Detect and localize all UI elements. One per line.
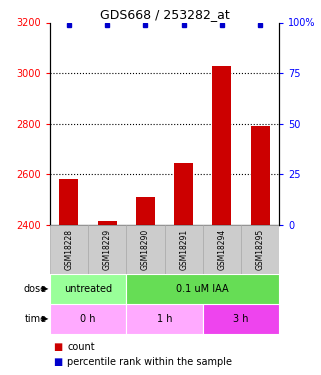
Text: GSM18228: GSM18228	[65, 229, 74, 270]
Bar	[203, 225, 241, 274]
Bar	[136, 197, 155, 225]
Text: count: count	[67, 342, 95, 352]
Text: percentile rank within the sample: percentile rank within the sample	[67, 357, 232, 367]
Text: GSM18295: GSM18295	[256, 229, 265, 270]
Bar	[126, 304, 203, 334]
Bar	[59, 180, 78, 225]
Text: dose: dose	[23, 284, 47, 294]
Bar	[126, 274, 279, 304]
Bar	[203, 304, 279, 334]
Text: ■: ■	[53, 342, 62, 352]
Text: GSM18294: GSM18294	[217, 229, 226, 270]
Text: GSM18291: GSM18291	[179, 229, 188, 270]
Bar	[50, 274, 126, 304]
Bar	[251, 126, 270, 225]
Bar	[98, 221, 117, 225]
Bar	[241, 225, 279, 274]
Bar	[174, 163, 193, 225]
Bar	[164, 225, 203, 274]
Text: ▶: ▶	[42, 314, 48, 323]
Text: GSM18229: GSM18229	[103, 229, 112, 270]
Text: 0 h: 0 h	[80, 314, 96, 324]
Text: untreated: untreated	[64, 284, 112, 294]
Text: 3 h: 3 h	[233, 314, 249, 324]
Text: time: time	[24, 314, 47, 324]
Title: GDS668 / 253282_at: GDS668 / 253282_at	[100, 8, 230, 21]
Bar	[50, 304, 126, 334]
Text: GSM18290: GSM18290	[141, 229, 150, 270]
Text: ▶: ▶	[42, 284, 48, 293]
Text: 1 h: 1 h	[157, 314, 172, 324]
Bar	[126, 225, 164, 274]
Text: 0.1 uM IAA: 0.1 uM IAA	[177, 284, 229, 294]
Bar	[50, 225, 88, 274]
Text: ■: ■	[53, 357, 62, 367]
Bar	[212, 66, 231, 225]
Bar	[88, 225, 126, 274]
